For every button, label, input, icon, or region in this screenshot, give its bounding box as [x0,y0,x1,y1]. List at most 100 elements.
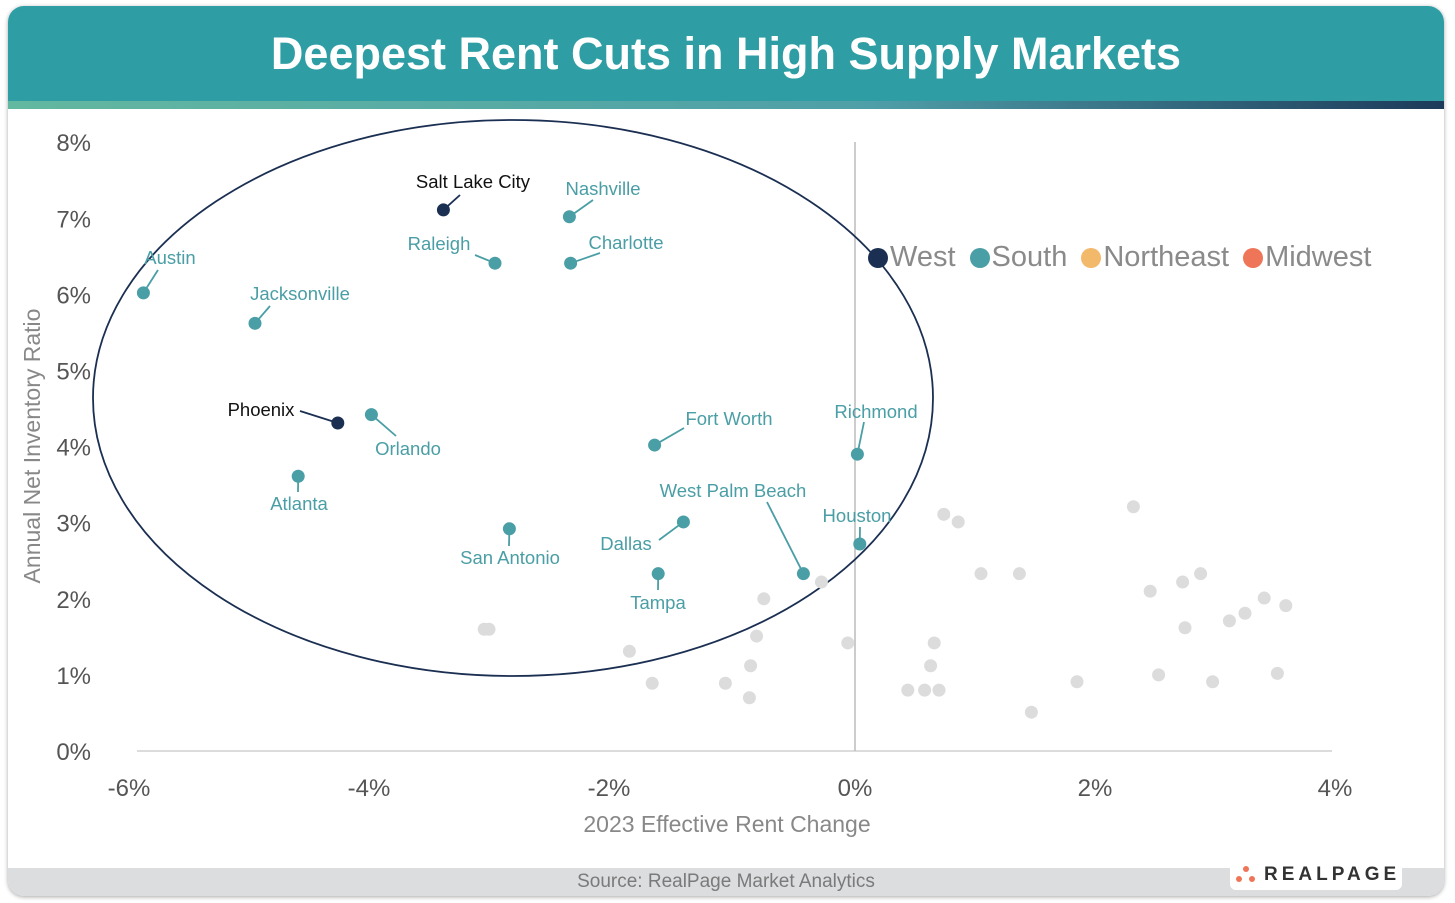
market-point [814,575,828,589]
chart-card: Deepest Rent Cuts in High Supply Markets… [8,6,1444,896]
footer [8,868,1444,896]
market-point [757,592,771,606]
point-label-fort-worth: Fort Worth [685,408,772,429]
market-point [482,622,496,636]
leader-line-phoenix [299,410,339,424]
chart-title: Deepest Rent Cuts in High Supply Markets [270,28,1182,79]
market-point [974,567,988,581]
market-point [1222,614,1236,628]
market-point [924,659,938,673]
point-label-salt-lake-city: Salt Lake City [416,171,531,192]
point-label-charlotte: Charlotte [588,232,663,253]
point-raleigh [488,256,502,270]
legend-label: Northeast [1103,241,1230,273]
point-houston [853,537,867,551]
market-point [1270,666,1284,680]
legend-label: West [890,241,956,273]
market-point [744,659,758,673]
market-point [1194,567,1208,581]
x-tick-label: -2% [588,775,631,802]
point-label-nashville: Nashville [565,178,640,199]
realpage-logo: REALPAGE [1230,860,1402,890]
point-charlotte [564,256,578,270]
market-point [742,691,756,705]
legend-swatch-northeast [1081,247,1102,268]
y-tick-label: 2% [56,587,91,614]
market-point [718,676,732,690]
market-point [1024,705,1038,719]
point-austin [136,286,150,300]
legend-label: South [991,241,1068,273]
market-point [1257,591,1271,605]
legend-item-south: South [969,241,1068,274]
market-point [1279,599,1293,613]
y-tick-label: 7% [56,206,91,233]
market-point [901,683,915,697]
logo-text: REALPAGE [1264,864,1401,885]
market-point [1178,621,1192,635]
market-point [750,629,764,643]
market-point [937,507,951,521]
legend-item-northeast: Northeast [1081,241,1229,274]
point-label-dallas: Dallas [600,533,651,554]
point-label-west-palm-beach: West Palm Beach [660,480,807,501]
market-point [1070,675,1084,689]
leader-line-west-palm-beach [766,501,805,575]
point-label-raleigh: Raleigh [408,233,471,254]
legend-swatch-west [868,247,888,268]
market-point [1176,575,1190,589]
market-point [1143,584,1157,598]
legend-item-west: West [868,241,956,274]
x-tick-label: -6% [108,775,151,802]
x-axis-title: 2023 Effective Rent Change [583,811,870,837]
market-point [932,683,946,697]
y-tick-label: 4% [56,435,91,462]
point-label-jacksonville: Jacksonville [250,283,350,304]
legend-label: Midwest [1265,241,1372,273]
point-fort-worth [648,438,662,452]
legend-swatch-south [969,247,990,268]
point-atlanta [291,469,305,483]
legend-item-midwest: Midwest [1243,241,1371,274]
market-point [1206,675,1220,689]
market-point [645,676,659,690]
logo-dots-icon [1236,866,1255,882]
x-tick-label: -4% [348,775,391,802]
header-accent-bar [8,101,1444,109]
point-label-tampa: Tampa [630,592,686,613]
market-point [1152,668,1166,682]
market-point [622,644,636,658]
y-tick-label: 1% [56,663,91,690]
point-label-san-antonio: San Antonio [460,547,560,568]
y-tick-label: 5% [56,359,91,386]
point-label-orlando: Orlando [375,438,441,459]
point-san-antonio [502,522,516,536]
point-nashville [562,210,576,224]
legend-swatch-midwest [1243,247,1264,268]
market-point [1238,606,1252,620]
point-west-palm-beach [796,567,810,581]
point-dallas [676,515,690,529]
x-tick-label: 2% [1078,775,1113,802]
header [8,6,1444,101]
x-tick-label: 4% [1318,775,1353,802]
source-note: Source: RealPage Market Analytics [577,871,875,892]
market-point [1126,500,1140,514]
point-salt-lake-city [436,203,450,217]
y-axis-title: Annual Net Inventory Ratio [19,309,45,584]
market-point [918,683,932,697]
market-point [927,636,941,650]
legend: West South Northeast Midwest [868,241,1371,274]
market-point [1012,567,1026,581]
point-label-houston: Houston [823,505,892,526]
x-tick-label: 0% [838,775,873,802]
y-tick-label: 6% [56,282,91,309]
y-tick-label: 8% [56,130,91,157]
market-point [951,515,965,529]
y-tick-label: 3% [56,511,91,538]
highlight-ellipse [92,119,934,677]
point-phoenix [331,416,345,430]
market-point [841,636,855,650]
point-label-austin: Austin [144,247,195,268]
